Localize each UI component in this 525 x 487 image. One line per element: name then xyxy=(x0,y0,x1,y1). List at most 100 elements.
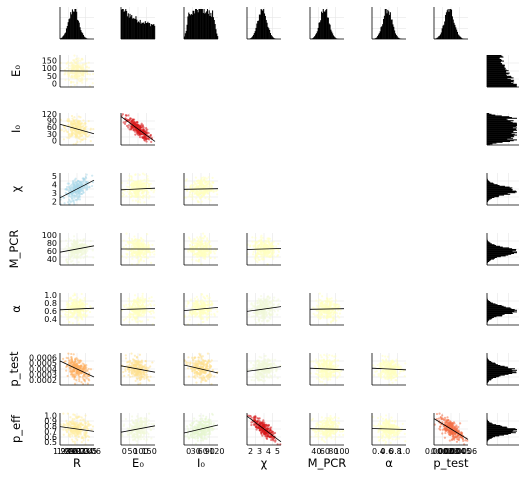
scatter-point xyxy=(209,250,212,254)
scatter-point xyxy=(81,302,84,305)
scatter-point xyxy=(129,184,132,187)
scatter-point xyxy=(338,305,341,308)
scatter-point xyxy=(65,369,68,372)
scatter-point xyxy=(137,259,141,262)
scatter-point xyxy=(89,128,92,131)
side-hist-bar-p_eff xyxy=(487,430,517,432)
hist-bar-E0 xyxy=(147,21,149,39)
hist-bar-I0 xyxy=(205,12,207,39)
hist-bar-E0 xyxy=(136,19,138,39)
scatter-point xyxy=(74,245,77,248)
hist-bar-E0 xyxy=(132,18,134,39)
scatter-point xyxy=(144,194,147,197)
scatter-point xyxy=(144,249,147,253)
scatter-point xyxy=(203,235,206,238)
side-hist-bar-I0 xyxy=(487,126,517,128)
scatter-point xyxy=(188,318,191,321)
hist-bar-p_test xyxy=(437,37,439,39)
scatter-point xyxy=(82,137,85,140)
side-hist-bar-M_PCR xyxy=(487,252,517,254)
scatter-point xyxy=(199,251,202,254)
hist-bar-E0 xyxy=(153,24,155,39)
scatter-point xyxy=(77,132,80,135)
scatter-point xyxy=(207,316,210,319)
scatter-point xyxy=(260,242,263,245)
scatter-point xyxy=(85,173,88,176)
hist-bar-I0 xyxy=(198,9,200,39)
hist-bar-E0 xyxy=(142,22,144,39)
scatter-point xyxy=(146,174,149,178)
scatter-point xyxy=(67,185,71,189)
scatter-point xyxy=(195,253,199,256)
scatter-M_PCR-vs-chi xyxy=(246,234,280,266)
side-hist-bar-p_test xyxy=(487,381,489,383)
scatter-point xyxy=(191,258,194,261)
hist-bar-alpha xyxy=(380,27,382,39)
scatter-point xyxy=(263,300,266,303)
scatter-point xyxy=(67,311,70,314)
scatter-point xyxy=(199,315,202,318)
hist-bar-E0 xyxy=(121,9,123,39)
scatter-point xyxy=(264,249,267,252)
scatter-point xyxy=(64,313,67,316)
scatter-point xyxy=(83,122,86,125)
side-hist-bar-I0 xyxy=(487,129,517,131)
scatter-point xyxy=(80,244,83,247)
scatter-point xyxy=(205,191,208,194)
scatter-point xyxy=(142,303,145,307)
scatter-point xyxy=(337,303,340,306)
scatter-point xyxy=(193,192,196,196)
scatter-point xyxy=(265,239,268,242)
side-hist-bar-alpha xyxy=(487,309,515,310)
scatter-point xyxy=(129,179,133,182)
scatter-point xyxy=(78,80,82,83)
scatter-point xyxy=(72,191,75,194)
side-hist-bar-M_PCR xyxy=(487,255,506,257)
side-hist-bar-E0 xyxy=(487,55,503,57)
scatter-point xyxy=(332,311,335,314)
scatter-point xyxy=(140,132,143,136)
scatter-point xyxy=(80,316,83,319)
fit-line-alpha-vs-E0 xyxy=(120,308,156,310)
hist-bar-E0 xyxy=(143,22,145,39)
scatter-point xyxy=(331,317,334,320)
hist-bar-R xyxy=(60,38,62,39)
scatter-point xyxy=(68,299,71,302)
scatter-point xyxy=(126,190,129,193)
scatter-point xyxy=(85,177,88,180)
scatter-point xyxy=(255,312,258,315)
scatter-point xyxy=(67,255,71,258)
scatter-point xyxy=(142,314,146,317)
scatter-point xyxy=(146,251,149,254)
hist-bar-E0 xyxy=(122,9,124,39)
hist-bar-alpha xyxy=(394,30,396,39)
scatter-point xyxy=(207,189,210,193)
hist-bar-I0 xyxy=(216,33,218,39)
scatter-point xyxy=(130,192,133,195)
hist-bar-p_test xyxy=(461,38,463,39)
scatter-point xyxy=(134,123,137,126)
scatter-point xyxy=(85,131,88,135)
side-hist-bar-alpha xyxy=(487,304,498,306)
scatter-point xyxy=(83,298,86,301)
hist-bar-chi xyxy=(261,9,263,40)
side-hist-bar-alpha xyxy=(487,315,503,317)
hist-bar-alpha xyxy=(389,12,391,39)
hist-bar-M_PCR xyxy=(314,35,316,39)
scatter-point xyxy=(64,78,67,82)
scatter-point xyxy=(133,235,136,238)
scatter-point xyxy=(195,295,199,298)
scatter-point xyxy=(134,173,137,177)
scatter-point xyxy=(77,301,80,304)
scatter-point xyxy=(184,185,187,188)
mark-layer xyxy=(59,9,517,446)
side-hist-bar-p_test xyxy=(487,380,490,382)
scatter-point xyxy=(63,126,67,130)
scatter-point xyxy=(272,257,275,260)
scatter-point xyxy=(205,245,208,248)
scatter-point xyxy=(123,305,126,309)
scatter-point xyxy=(135,306,138,309)
scatter-point xyxy=(144,309,147,313)
hist-bar-I0 xyxy=(208,10,210,40)
scatter-point xyxy=(194,176,197,179)
